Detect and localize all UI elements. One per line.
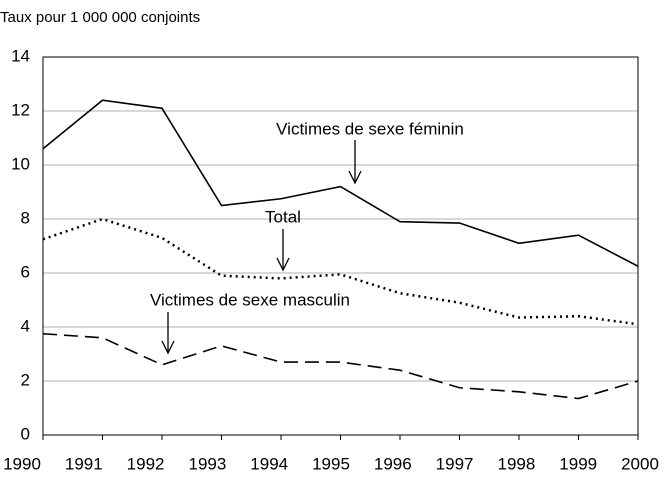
- x-tick-label: 1996: [374, 454, 412, 473]
- x-tick-label: 1992: [127, 454, 165, 473]
- series-line: [42, 332, 639, 400]
- x-tick-label: 1994: [250, 454, 288, 473]
- arrow-head: [161, 340, 175, 355]
- y-tick-label: 0: [21, 424, 30, 443]
- arrow-head: [276, 257, 290, 272]
- series-label: Victimes de sexe féminin: [276, 119, 464, 138]
- y-tick-label: 4: [21, 316, 30, 335]
- y-axis-title: Taux pour 1 000 000 conjoints: [0, 9, 200, 26]
- series-label: Victimes de sexe masculin: [150, 290, 350, 309]
- x-tick-label: 1991: [65, 454, 103, 473]
- arrow-head: [348, 170, 362, 185]
- x-tick-label: 2000: [621, 454, 659, 473]
- y-tick-label: 2: [21, 370, 30, 389]
- y-tick-label: 10: [11, 154, 30, 173]
- x-tick-label: 1993: [188, 454, 226, 473]
- series-label: Total: [265, 207, 301, 226]
- x-tick-label: 1997: [436, 454, 474, 473]
- x-tick-label: 1995: [312, 454, 350, 473]
- x-tick-label: 1998: [497, 454, 535, 473]
- series-line: [42, 99, 639, 267]
- y-tick-label: 8: [21, 208, 30, 227]
- y-tick-label: 14: [11, 46, 30, 65]
- y-tick-label: 6: [21, 262, 30, 281]
- x-tick-label: 1990: [3, 454, 41, 473]
- x-tick-label: 1999: [559, 454, 597, 473]
- plot-frame: [42, 56, 639, 436]
- y-tick-label: 12: [11, 100, 30, 119]
